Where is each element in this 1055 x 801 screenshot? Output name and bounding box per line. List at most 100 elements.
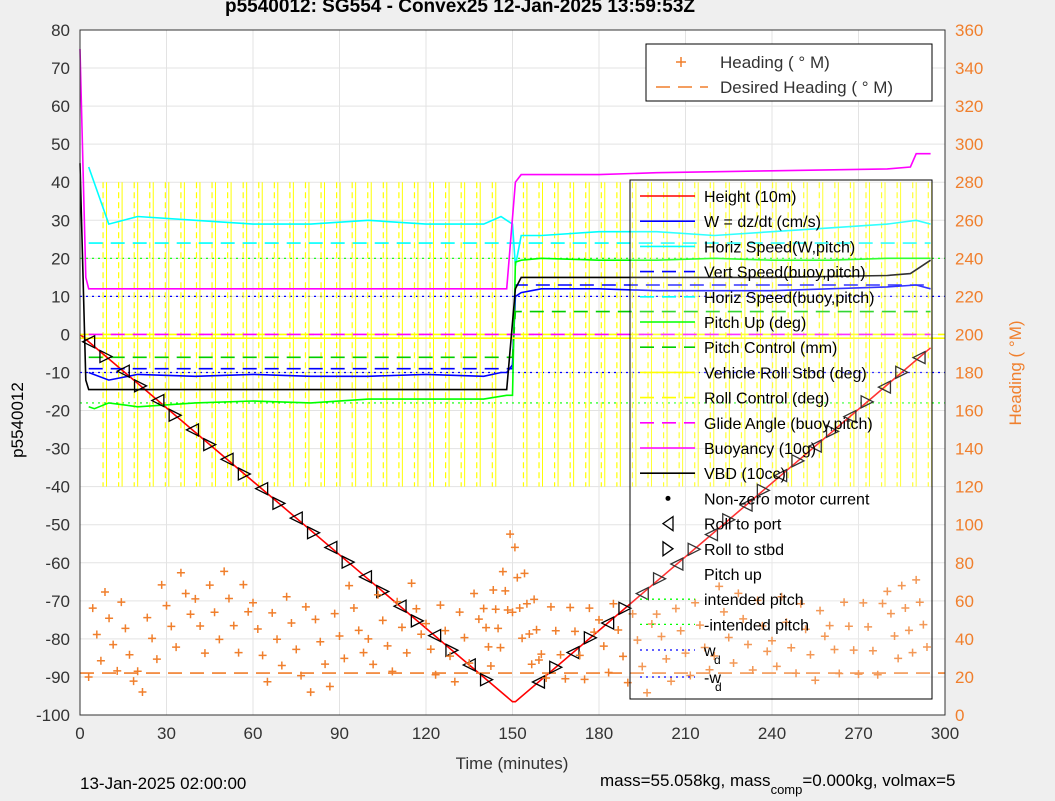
chart-title: p5540012: SG554 - Convex25 12-Jan-2025 1…: [225, 0, 695, 17]
heading-marker: [297, 671, 306, 680]
heading-marker: [105, 614, 114, 623]
heading-marker: [282, 592, 291, 601]
heading-marker: [491, 605, 500, 614]
heading-marker: [172, 643, 181, 652]
heading-marker: [868, 646, 877, 655]
heading-marker: [619, 652, 628, 661]
heading-marker: [518, 634, 527, 643]
heading-marker: [796, 599, 805, 608]
heading-marker: [542, 674, 551, 683]
heading-marker: [901, 603, 910, 612]
heading-marker: [167, 622, 176, 631]
heading-marker: [801, 625, 810, 634]
heading-marker: [657, 632, 666, 641]
legend-main-entry: Non-zero motor current: [704, 491, 870, 508]
heading-marker: [417, 630, 426, 639]
roll-to-port-marker: [219, 452, 234, 467]
heading-marker: [287, 619, 296, 628]
roll-to-stbd-marker: [479, 672, 495, 687]
heading-marker: [373, 590, 382, 599]
right-y-tick-label: 200: [955, 325, 983, 344]
legend-heading-swatch: [676, 57, 686, 67]
legend-main-entry: Vert Speed(buoy,pitch): [704, 265, 866, 282]
x-tick-label: 180: [585, 724, 613, 743]
heading-marker: [244, 607, 253, 616]
heading-marker: [890, 632, 899, 641]
right-y-tick-label: 0: [955, 706, 964, 725]
heading-marker: [508, 608, 517, 617]
roll-to-stbd-marker: [549, 660, 564, 675]
heading-marker: [148, 634, 157, 643]
y-tick-label: -40: [45, 478, 70, 497]
heading-marker: [527, 660, 536, 669]
heading-marker: [181, 589, 190, 598]
legend-wd-label: -w: [704, 670, 721, 687]
heading-marker: [224, 594, 233, 603]
heading-marker: [647, 619, 656, 628]
x-tick-label: 240: [758, 724, 786, 743]
heading-marker: [551, 626, 560, 635]
x-tick-label: 60: [244, 724, 263, 743]
roll-to-stbd-marker: [272, 496, 287, 511]
heading-marker: [277, 661, 286, 670]
y-tick-label: 20: [51, 249, 70, 268]
heading-marker: [450, 677, 459, 686]
right-y-tick-label: 140: [955, 440, 983, 459]
roll-to-stbd-marker: [860, 394, 875, 409]
heading-marker: [383, 641, 392, 650]
roll-to-port-marker: [738, 498, 753, 513]
heading-marker: [912, 575, 921, 584]
heading-marker: [643, 688, 652, 697]
heading-marker: [897, 581, 906, 590]
heading-marker: [482, 623, 491, 632]
heading-marker: [494, 624, 503, 633]
heading-marker: [566, 603, 575, 612]
roll-to-port-marker: [115, 364, 130, 379]
legend-main: Height (10m) W = dz/dt (cm/s) Horiz Speed(…: [629, 179, 933, 700]
heading-marker: [378, 616, 387, 625]
footer-mass: mass=55.058kg, masscomp=0.000kg, volmax=…: [600, 771, 956, 797]
heading-marker: [489, 586, 498, 595]
heading-marker: [748, 665, 757, 674]
heading-marker: [210, 608, 219, 617]
heading-marker: [364, 634, 373, 643]
legend-main-entry: W = dz/dt (cm/s): [704, 214, 821, 231]
heading-marker: [311, 615, 320, 624]
heading-marker: [354, 626, 363, 635]
x-tick-label: 150: [498, 724, 526, 743]
heading-marker: [388, 667, 397, 676]
heading-marker: [782, 618, 791, 627]
heading-marker: [484, 642, 493, 651]
roll-to-stbd-marker: [341, 555, 356, 570]
legend-wd-label: w: [703, 643, 716, 660]
heading-marker: [263, 677, 272, 686]
heading-marker: [691, 598, 700, 607]
heading-marker: [426, 645, 435, 654]
y-tick-label: 70: [51, 59, 70, 78]
roll-to-stbd-marker: [168, 408, 183, 423]
legend-main-entry: Roll Control (deg): [704, 391, 829, 408]
legend-main-entry: Vehicle Roll Stbd (deg): [704, 365, 867, 382]
heading-marker: [306, 688, 315, 697]
heading-marker: [763, 647, 772, 656]
heading-marker: [537, 650, 546, 659]
y-tick-label: 80: [51, 21, 70, 40]
heading-marker: [772, 662, 781, 671]
heading-marker: [479, 604, 488, 613]
heading-marker: [393, 597, 402, 606]
legend-heading: Heading ( ° M) Desired Heading ( ° M): [645, 43, 933, 102]
right-y-tick-label: 240: [955, 249, 983, 268]
roll-to-port-marker: [184, 422, 200, 437]
heading-marker: [84, 672, 93, 681]
legend-heading-box: [645, 43, 933, 102]
x-tick-label: 120: [412, 724, 440, 743]
heading-marker: [176, 568, 185, 577]
roll-to-port-marker: [530, 674, 546, 690]
heading-marker: [825, 621, 834, 630]
legend-main-entry: Buoyancy (10g): [704, 441, 816, 458]
heading-marker: [849, 646, 858, 655]
roll-to-port-marker: [669, 556, 684, 572]
heading-marker: [441, 626, 450, 635]
heading-marker: [431, 670, 440, 679]
